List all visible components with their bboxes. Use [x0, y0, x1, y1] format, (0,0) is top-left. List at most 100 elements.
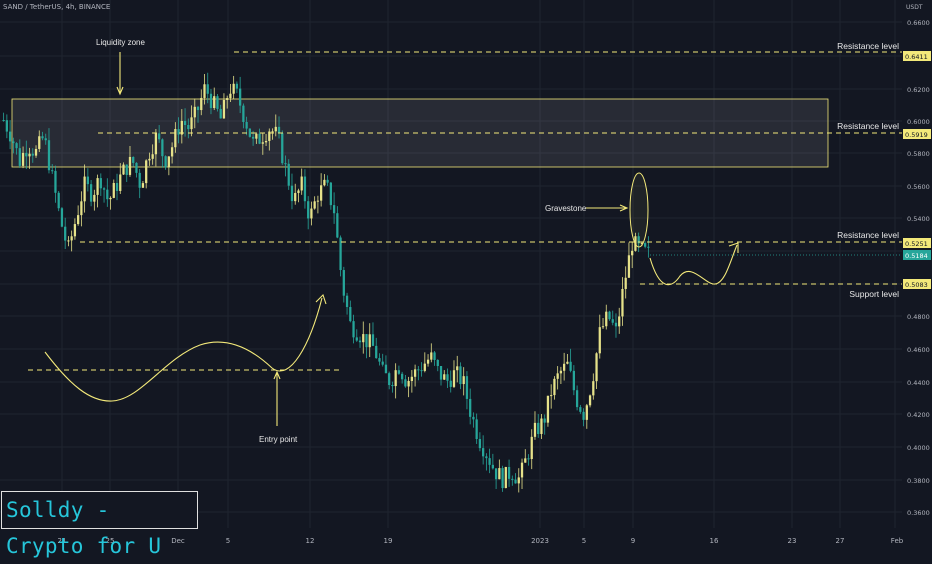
candle-body	[232, 83, 235, 94]
entry-point-label: Entry point	[259, 435, 298, 444]
candle-body	[627, 255, 631, 278]
time-tick-label: 16	[710, 537, 719, 545]
candle-body	[2, 120, 5, 121]
candle-body	[290, 185, 294, 202]
price-tick-label: 0.5800	[907, 150, 930, 158]
candle-body	[310, 208, 313, 219]
candle-body	[504, 467, 507, 489]
candle-body	[190, 117, 193, 130]
candle-body	[592, 381, 595, 396]
price-tick-label: 0.5600	[907, 183, 930, 191]
candle-body	[456, 366, 459, 371]
candle-body	[332, 205, 336, 214]
time-tick-label: 2023	[531, 537, 549, 545]
candle-body	[15, 143, 18, 149]
candle-body	[563, 363, 566, 371]
time-tick-label: 27	[836, 537, 845, 545]
candle-body	[407, 380, 410, 387]
price-label-box	[903, 51, 931, 61]
candle-body	[287, 163, 290, 186]
candle-body	[307, 201, 310, 219]
candle-body	[507, 467, 511, 479]
price-tick-label: 0.6600	[907, 19, 930, 27]
candle-body	[219, 108, 222, 119]
candle-body	[187, 125, 190, 130]
candle-body	[494, 468, 498, 480]
candle-body	[640, 243, 644, 245]
candle-body	[209, 93, 213, 109]
candle-body	[553, 378, 556, 396]
candle-body	[216, 96, 219, 109]
candle-body	[245, 121, 248, 129]
candle-body	[151, 154, 154, 159]
candle-body	[423, 363, 426, 371]
candle-body	[60, 208, 64, 227]
candle-body	[449, 380, 452, 387]
time-axis[interactable]: 21 25 Dec 5 12 19 2023 5 9 16 23 27 Feb	[58, 537, 904, 545]
candle-body	[388, 373, 391, 386]
candle-body	[559, 370, 563, 374]
projection-curve	[44, 297, 323, 402]
price-tick-label: 0.4000	[907, 444, 930, 452]
gravestone-ellipse	[629, 172, 649, 248]
candle-body	[345, 295, 349, 308]
candle-body	[644, 243, 647, 247]
candle-body	[164, 156, 167, 168]
price-tick-label: 0.4400	[907, 379, 930, 387]
candle-body	[268, 131, 271, 141]
candle-body	[569, 361, 572, 371]
time-tick-label: 23	[788, 537, 797, 545]
price-label-box	[903, 129, 931, 139]
candle-body	[145, 160, 148, 184]
candle-body	[167, 156, 170, 168]
candle-body	[420, 370, 423, 372]
price-chart[interactable]: Resistance level Resistance level Resistan…	[0, 0, 932, 550]
candle-body	[349, 307, 352, 322]
candle-body	[297, 190, 300, 194]
chart-header: SAND / TetherUS, 4h, BINANCE	[3, 3, 111, 11]
candle-body	[21, 152, 25, 166]
candle-body	[556, 373, 559, 379]
levels: Resistance level Resistance level Resistan…	[28, 41, 902, 371]
candle-body	[582, 411, 585, 420]
candle-body	[274, 126, 277, 132]
candle-body	[342, 270, 345, 296]
candle-body	[575, 390, 579, 408]
candle-body	[174, 129, 177, 148]
candle-body	[475, 419, 478, 439]
candle-body	[313, 201, 316, 209]
price-tick-label: 0.4800	[907, 313, 930, 321]
candle-body	[77, 215, 80, 225]
candle-body	[611, 319, 614, 323]
arrow-head	[619, 204, 629, 212]
arrow-head	[273, 370, 281, 380]
candle-body	[122, 164, 125, 175]
time-tick-label: 25	[106, 537, 115, 545]
candle-body	[281, 133, 284, 164]
candle-body	[375, 345, 378, 359]
candle-body	[125, 164, 128, 175]
candle-body	[102, 188, 106, 190]
candle-body	[624, 277, 627, 289]
price-label: 0.5919	[905, 131, 928, 139]
candle-body	[73, 224, 77, 237]
candle-body	[397, 370, 401, 374]
candle-body	[488, 458, 491, 465]
candle-body	[404, 379, 407, 387]
candle-body	[38, 136, 41, 149]
price-axis[interactable]: 0.6600 0.6411 0.6200 0.6000 0.5919 0.5800 0.56…	[903, 19, 931, 517]
candle-body	[566, 361, 569, 364]
candle-body	[83, 176, 86, 202]
candle-body	[119, 174, 122, 191]
candle-body	[158, 133, 161, 140]
candle-body	[161, 139, 164, 157]
candle-body	[18, 148, 21, 166]
candle-body	[618, 316, 621, 327]
candle-body	[34, 148, 38, 156]
candle-body	[585, 405, 588, 420]
candle-body	[631, 250, 634, 256]
candle-body	[368, 334, 371, 348]
candle-body	[358, 340, 362, 343]
candle-body	[148, 158, 151, 161]
candle-body	[365, 334, 368, 348]
